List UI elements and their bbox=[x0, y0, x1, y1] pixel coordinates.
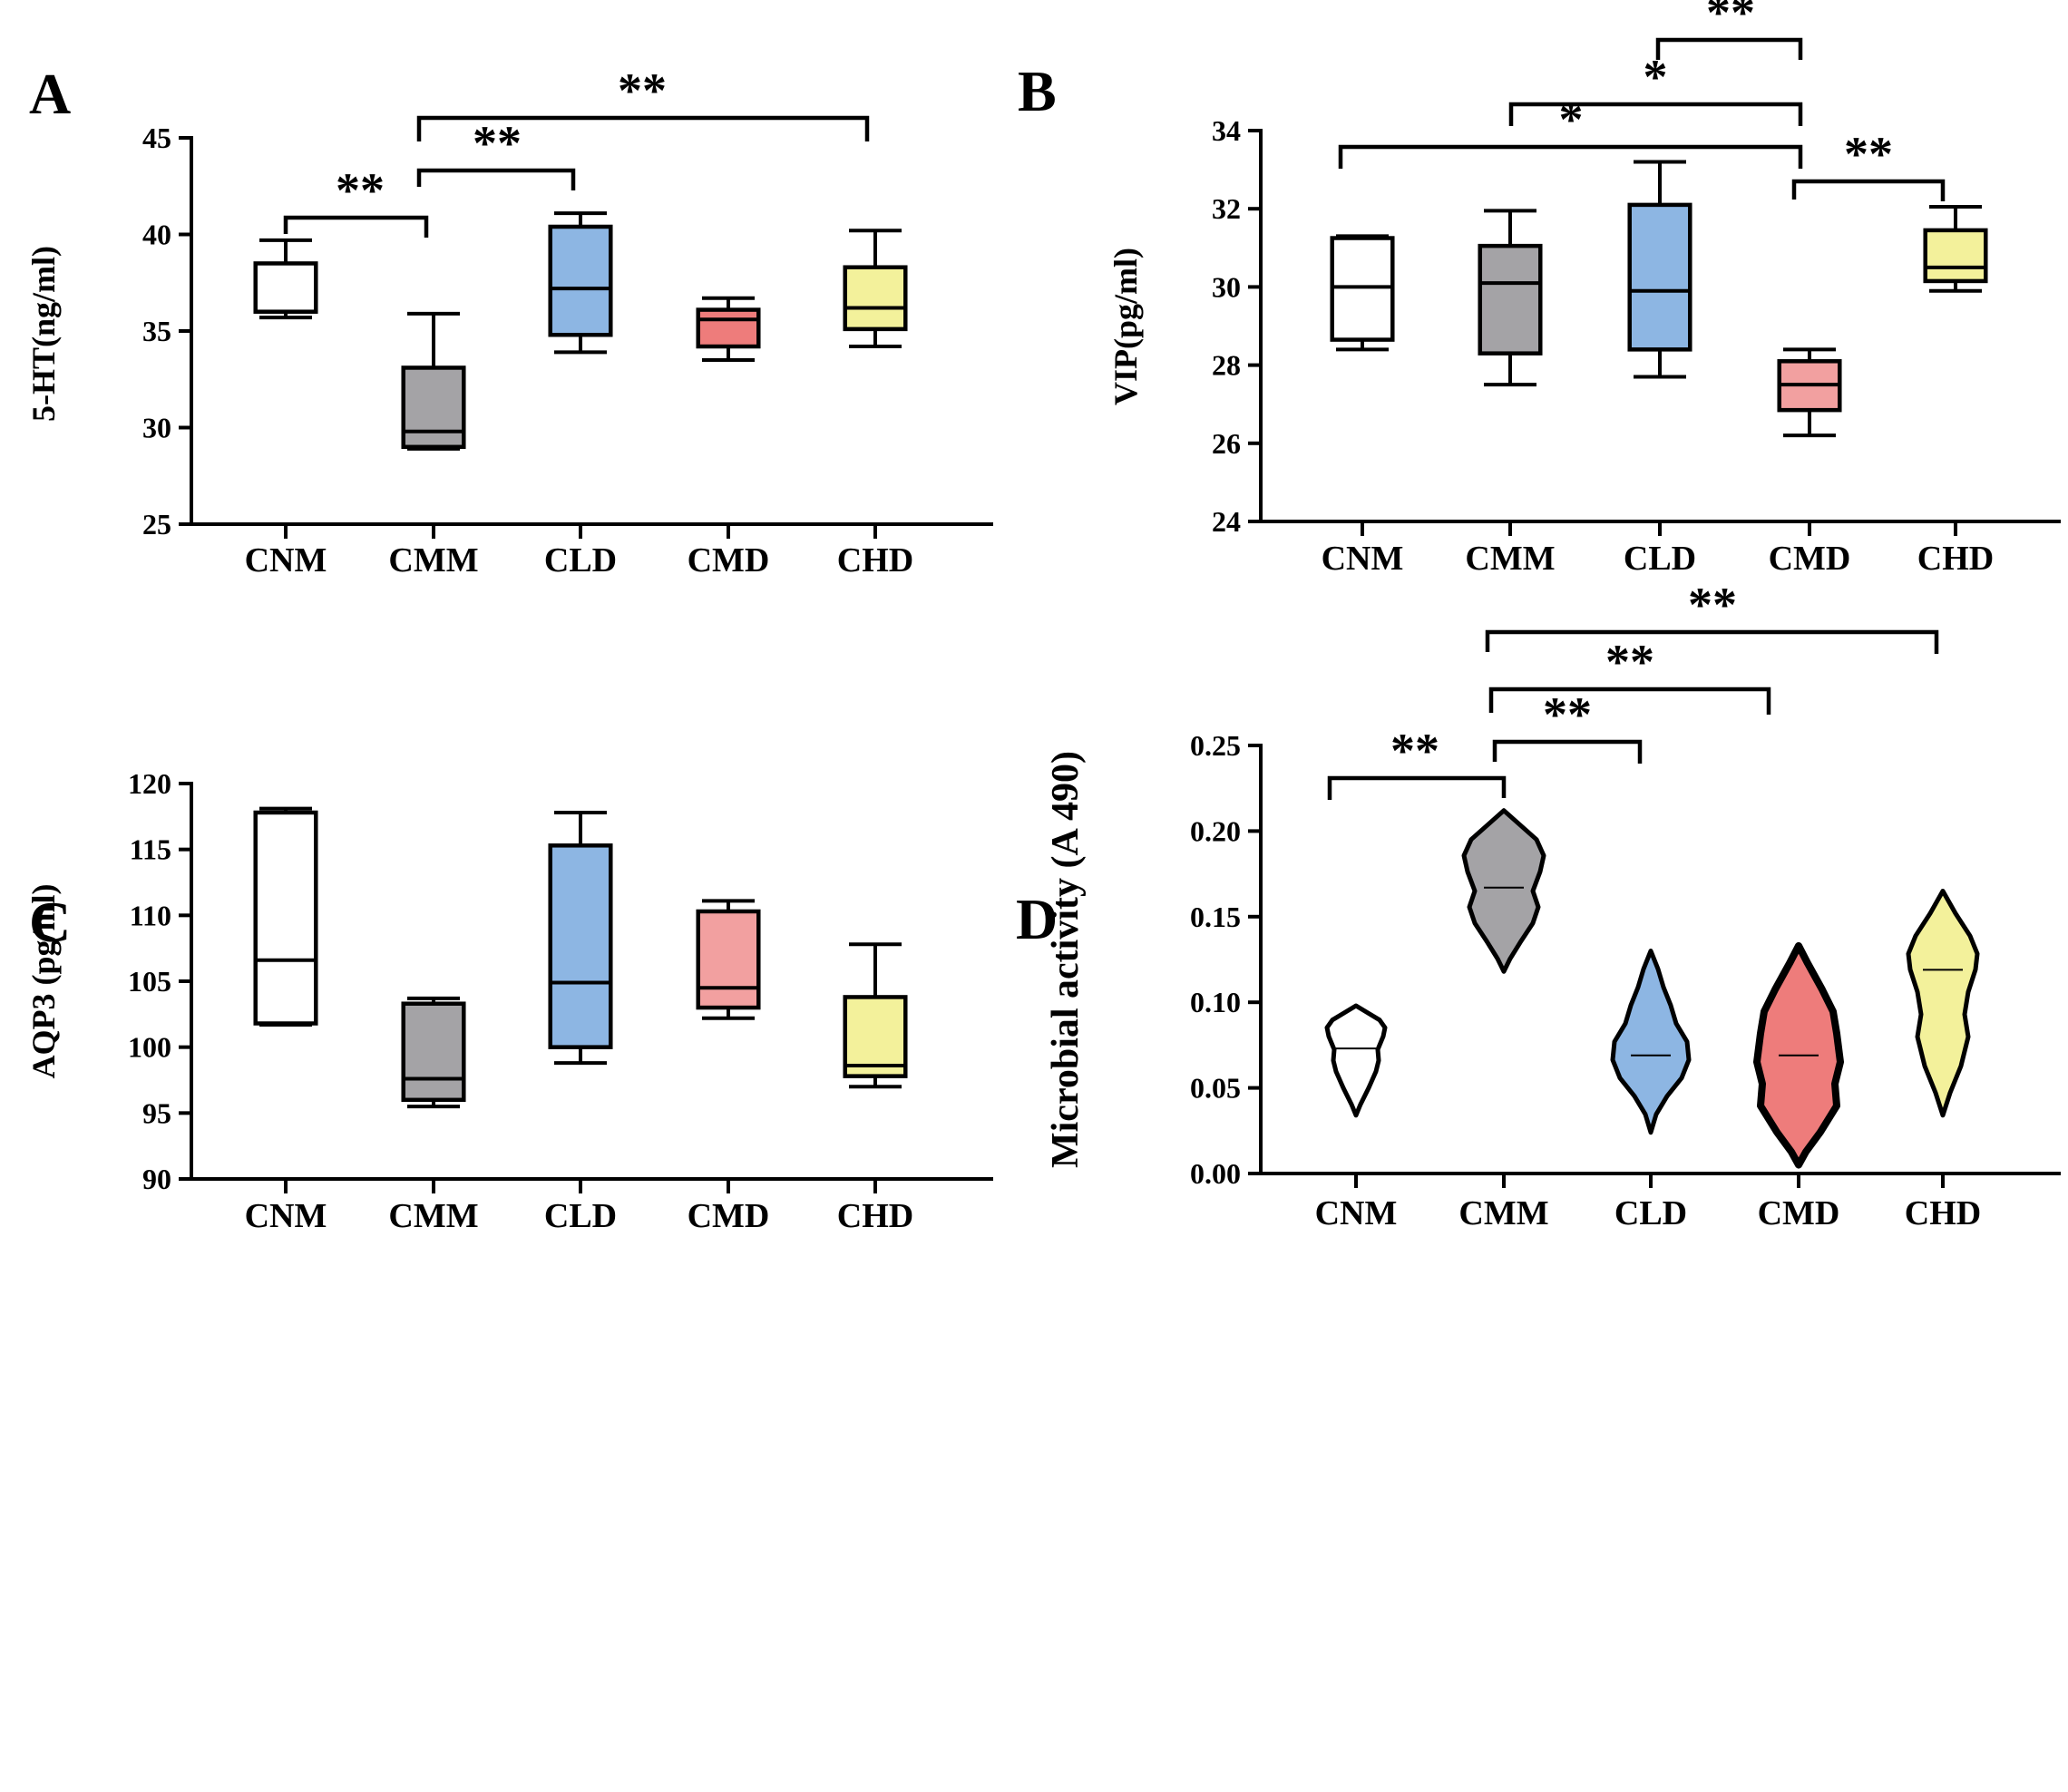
violin-3-0 bbox=[1324, 1003, 1388, 1118]
x-tick-label-2-3: CMD bbox=[688, 1197, 770, 1235]
x-tick-label-2-0: CNM bbox=[245, 1197, 327, 1235]
y-tick-label-0-3: 40 bbox=[142, 219, 171, 251]
x-tick-label-1-0: CNM bbox=[1322, 540, 1404, 578]
sig-bracket-1-2 bbox=[1338, 144, 1803, 169]
y-tick-label-1-2: 28 bbox=[1212, 349, 1241, 382]
panel-letter-A: A bbox=[29, 62, 71, 126]
sig-bracket-0-1 bbox=[416, 168, 576, 190]
y-tick-label-3-4: 0.20 bbox=[1190, 814, 1241, 847]
y-tick-label-3-2: 0.10 bbox=[1190, 986, 1241, 1018]
y-tick-label-0-1: 30 bbox=[142, 412, 171, 444]
box-0-1 bbox=[401, 365, 466, 450]
sig-bracket-3-0 bbox=[1327, 775, 1507, 800]
sig-bracket-0-0 bbox=[283, 215, 429, 238]
y-tick-label-0-2: 35 bbox=[142, 315, 171, 347]
y-tick-label-1-1: 26 bbox=[1212, 427, 1241, 460]
box-0-3 bbox=[696, 307, 761, 349]
box-1-4 bbox=[1923, 228, 1988, 284]
x-tick-label-1-1: CMM bbox=[1465, 540, 1555, 578]
x-tick-label-0-3: CMD bbox=[688, 541, 770, 579]
sig-bracket-1-0 bbox=[1655, 37, 1803, 60]
x-tick-label-0-2: CLD bbox=[544, 541, 617, 579]
y-axis-title-1: VIP(pg/ml) bbox=[1107, 248, 1144, 405]
y-tick-label-0-4: 45 bbox=[142, 122, 171, 154]
y-tick-label-1-5: 34 bbox=[1212, 114, 1241, 147]
sig-label-0-2: ** bbox=[618, 63, 667, 118]
violin-3-4 bbox=[1906, 888, 1980, 1118]
y-tick-label-1-4: 32 bbox=[1212, 192, 1241, 225]
sig-bracket-0-2 bbox=[416, 115, 870, 141]
panel-letter-C: C bbox=[29, 890, 71, 954]
x-tick-label-3-2: CLD bbox=[1614, 1194, 1687, 1232]
y-tick-label-2-4: 110 bbox=[130, 899, 171, 931]
x-tick-label-3-3: CMD bbox=[1758, 1194, 1840, 1232]
sig-bracket-3-3 bbox=[1485, 629, 1939, 654]
sig-bracket-3-1 bbox=[1492, 739, 1643, 764]
sig-label-1-2: * bbox=[1559, 93, 1584, 147]
panel-letter-B: B bbox=[1018, 59, 1057, 123]
x-tick-label-0-4: CHD bbox=[837, 541, 913, 579]
violin-3-1 bbox=[1461, 808, 1546, 974]
x-tick-label-0-1: CMM bbox=[388, 541, 478, 579]
sig-label-1-3: ** bbox=[1844, 127, 1893, 181]
x-tick-label-2-1: CMM bbox=[388, 1197, 478, 1235]
x-tick-label-3-4: CHD bbox=[1905, 1194, 1981, 1232]
y-tick-label-1-3: 30 bbox=[1212, 270, 1241, 303]
x-tick-label-3-1: CMM bbox=[1458, 1194, 1548, 1232]
y-tick-label-2-6: 120 bbox=[128, 767, 171, 800]
x-tick-label-1-3: CMD bbox=[1769, 540, 1851, 578]
box-2-3 bbox=[696, 909, 761, 1010]
y-tick-label-2-3: 105 bbox=[128, 965, 171, 998]
x-tick-label-1-2: CLD bbox=[1624, 540, 1696, 578]
sig-label-3-1: ** bbox=[1543, 687, 1592, 742]
box-2-2 bbox=[548, 843, 613, 1049]
sig-bracket-1-3 bbox=[1791, 179, 1946, 201]
panel-letter-D: D bbox=[1016, 887, 1058, 951]
y-axis-title-2: AQP3 (pg/ml) bbox=[25, 884, 62, 1079]
box-1-1 bbox=[1478, 243, 1543, 355]
y-tick-label-3-5: 0.25 bbox=[1190, 729, 1241, 762]
sig-label-3-0: ** bbox=[1390, 724, 1439, 778]
x-tick-label-0-0: CNM bbox=[245, 541, 327, 579]
y-tick-label-0-0: 25 bbox=[142, 508, 171, 541]
sig-bracket-3-2 bbox=[1488, 687, 1771, 715]
y-tick-label-2-1: 95 bbox=[142, 1096, 171, 1129]
sig-label-0-1: ** bbox=[473, 116, 522, 170]
x-tick-label-2-4: CHD bbox=[837, 1197, 913, 1235]
y-tick-label-1-0: 24 bbox=[1212, 505, 1241, 538]
y-axis-title-0: 5-HT(ng/ml) bbox=[25, 246, 62, 422]
y-tick-label-3-3: 0.15 bbox=[1190, 901, 1241, 933]
sig-label-3-3: ** bbox=[1688, 578, 1737, 632]
box-2-4 bbox=[843, 995, 908, 1078]
y-tick-label-2-2: 100 bbox=[128, 1031, 171, 1064]
x-tick-label-2-2: CLD bbox=[544, 1197, 617, 1235]
sig-label-1-0: ** bbox=[1706, 0, 1755, 40]
box-0-4 bbox=[843, 265, 908, 332]
sig-label-0-0: ** bbox=[336, 163, 385, 218]
sig-label-1-1: * bbox=[1644, 50, 1668, 104]
y-tick-label-3-1: 0.05 bbox=[1190, 1072, 1241, 1105]
box-0-2 bbox=[548, 224, 613, 337]
y-axis-title-3: Microbial activity (A 490) bbox=[1045, 751, 1087, 1168]
y-tick-label-3-0: 0.00 bbox=[1190, 1157, 1241, 1190]
box-2-0 bbox=[253, 810, 318, 1026]
box-1-0 bbox=[1330, 236, 1395, 342]
box-1-2 bbox=[1627, 202, 1692, 352]
x-tick-label-3-0: CNM bbox=[1315, 1194, 1398, 1232]
box-2-1 bbox=[401, 1001, 466, 1103]
x-tick-label-1-4: CHD bbox=[1917, 540, 1994, 578]
y-tick-label-2-5: 115 bbox=[130, 833, 171, 866]
sig-label-3-2: ** bbox=[1605, 635, 1654, 689]
box-0-0 bbox=[253, 261, 318, 314]
sig-bracket-1-1 bbox=[1508, 102, 1803, 126]
y-tick-label-2-0: 90 bbox=[142, 1163, 171, 1195]
violin-3-2 bbox=[1610, 949, 1692, 1135]
